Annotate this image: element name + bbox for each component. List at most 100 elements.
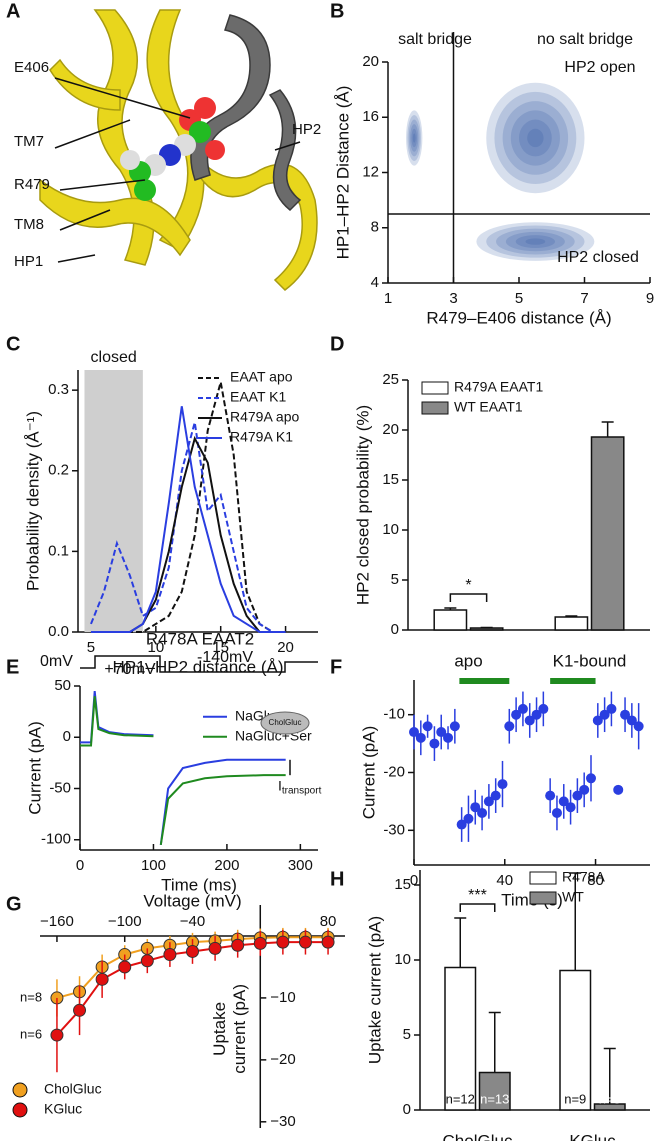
data-point (504, 721, 515, 732)
density-contour (476, 222, 595, 261)
significance-label: * (465, 577, 471, 594)
density-contour (496, 228, 575, 255)
x-tick-label: 5 (515, 290, 523, 307)
x-tick-label: 9 (646, 290, 654, 307)
data-point (118, 960, 132, 974)
data-point (531, 709, 542, 720)
residue-label: R479 (14, 176, 50, 193)
x-tick-label: −40 (180, 913, 205, 930)
structure-panel: A E406 TM7 R479 TM8 HP1 HP2 (6, 0, 321, 300)
legend-label: CholGluc (44, 1081, 102, 1097)
y-axis-label: current (pA) (230, 984, 249, 1074)
panel-letter: E (6, 656, 19, 678)
y-axis-label: Probability density (Å⁻¹) (23, 411, 42, 591)
y-tick-label: 5 (403, 1026, 411, 1043)
density-contour (408, 119, 420, 157)
data-point (73, 1003, 87, 1017)
panel-letter: C (6, 333, 20, 355)
data-point (321, 935, 335, 949)
residue-label: TM7 (14, 133, 44, 150)
legend-swatch (421, 381, 449, 395)
x-tick-label: 1 (384, 290, 392, 307)
y-tick-label: 0.2 (48, 462, 69, 479)
y-tick-label: 0.1 (48, 542, 69, 559)
y-tick-label: 15 (394, 876, 411, 893)
y-axis-label: Uptake current (pA) (365, 916, 384, 1064)
data-point (551, 807, 562, 818)
protocol-label: 0mV (40, 653, 73, 670)
data-point (545, 790, 556, 801)
error-bar (565, 615, 578, 617)
icon-label: CholGluc (269, 718, 302, 727)
stimulus-bar (550, 678, 596, 684)
leader-lines (54, 77, 301, 263)
y-tick-label: 10 (382, 521, 399, 538)
shaded-region (84, 370, 143, 632)
panel: H 0 5 10 15 Uptake current (pA) CholGluc KGluc n… (330, 868, 650, 1141)
legend-swatch (12, 1082, 28, 1098)
x-tick-label: 200 (214, 857, 239, 874)
y-tick-label: -50 (49, 779, 71, 796)
icon (260, 711, 310, 735)
x-tick-label: 40 (496, 872, 513, 889)
y-axis-label: Current (pA) (359, 726, 378, 820)
legend-label: R479A K1 (230, 429, 293, 445)
data-line (90, 406, 286, 633)
data-point (163, 948, 177, 962)
x-tick-label: 300 (288, 857, 313, 874)
y-axis-label: Current (pA) (25, 721, 44, 815)
legend-swatch (529, 871, 557, 885)
panel: B 4 8 12 16 20 1 3 5 7 9 R479–E406 distance (Å) HP1–… (330, 0, 654, 327)
x-tick-label: −160 (40, 913, 74, 930)
data-point (586, 773, 596, 784)
y-tick-label: 12 (362, 163, 379, 180)
bar (433, 609, 468, 631)
n-label: n=13 (480, 1091, 509, 1106)
y-tick-label: -10 (383, 706, 405, 723)
panel-letter: H (330, 868, 344, 890)
density-contour (486, 225, 585, 258)
data-line (80, 696, 286, 846)
legend-swatch (12, 1102, 28, 1118)
legend-label: R478A (562, 869, 605, 885)
data-point (463, 813, 474, 824)
hp2-helix (190, 14, 302, 212)
data-point (483, 796, 494, 807)
y-tick-label: 0 (63, 728, 71, 745)
panel-letter: B (330, 0, 344, 22)
data-point (538, 703, 549, 714)
data-point (436, 727, 447, 738)
y-tick-label: 0.0 (48, 623, 69, 640)
shade-label: closed (91, 349, 137, 366)
density-contour (407, 114, 422, 161)
n-label: n=6 (20, 1027, 42, 1042)
legend-label: R479A EAAT1 (454, 379, 543, 395)
data-point (572, 790, 583, 801)
x-tick-label: −100 (108, 913, 142, 930)
error-bar (603, 1047, 616, 1104)
voltage-protocol (80, 655, 318, 673)
current-label-sub: transport (282, 785, 322, 796)
x-axis-label: Time (ms) (161, 875, 237, 894)
annotation: HP2 closed (557, 249, 639, 266)
data-point (524, 715, 535, 726)
x-tick-label: apo (454, 651, 482, 670)
x-tick-label: 0 (76, 857, 84, 874)
structure-labels: E406 TM7 R479 TM8 HP1 HP2 (14, 59, 321, 270)
density-contour (519, 119, 552, 157)
y-tick-label: -30 (383, 821, 405, 838)
density-contour (510, 110, 560, 166)
y-tick-label: 10 (394, 951, 411, 968)
data-point (231, 938, 245, 952)
x-tick-label: 100 (141, 857, 166, 874)
y-tick-label: 0.3 (48, 381, 69, 398)
current-label: Itransport (278, 777, 322, 796)
data-point (470, 802, 481, 813)
error-bar (444, 607, 457, 610)
x-tick-label: 15 (212, 639, 229, 656)
density-contour (527, 128, 544, 148)
data-point (633, 721, 644, 732)
bar (590, 436, 625, 631)
